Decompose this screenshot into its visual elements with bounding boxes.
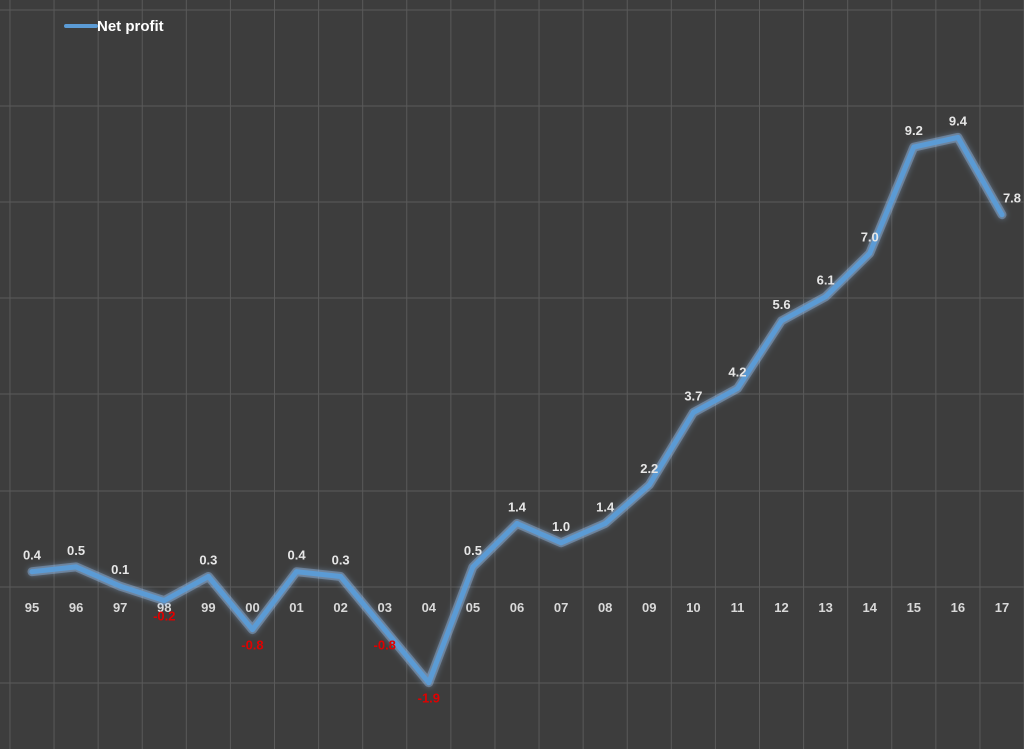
- x-tick-label: 15: [907, 600, 921, 615]
- x-tick-label: 17: [995, 600, 1009, 615]
- data-point: [823, 294, 829, 300]
- data-point: [294, 569, 300, 575]
- data-point: [999, 212, 1005, 218]
- data-label: 0.5: [464, 543, 482, 558]
- x-tick-label: 04: [422, 600, 437, 615]
- data-point: [73, 564, 79, 570]
- data-point: [911, 144, 917, 150]
- data-point: [117, 583, 123, 589]
- x-tick-label: 07: [554, 600, 568, 615]
- data-point: [558, 540, 564, 546]
- data-labels: 0.4 0.5 0.1 -0.2 0.3 -0.8 0.4 0.3 -0.8 -1.9 0.5 1.4…: [23, 113, 1021, 705]
- x-tick-label: 16: [951, 600, 965, 615]
- data-label: 4.2: [728, 364, 746, 379]
- data-point: [602, 520, 608, 526]
- data-point: [867, 250, 873, 256]
- data-point: [514, 520, 520, 526]
- data-label: 5.6: [773, 297, 791, 312]
- x-tick-label: 12: [774, 600, 788, 615]
- x-tick-label: 03: [377, 600, 391, 615]
- data-label: 0.3: [332, 553, 350, 568]
- x-tick-label: 97: [113, 600, 127, 615]
- data-point: [382, 627, 388, 633]
- data-label: 3.7: [684, 388, 702, 403]
- data-point: [29, 569, 35, 575]
- data-label: -0.8: [241, 638, 263, 653]
- data-label: 9.2: [905, 123, 923, 138]
- data-point: [161, 598, 167, 604]
- x-tick-label: 10: [686, 600, 700, 615]
- data-point: [690, 409, 696, 415]
- x-axis-ticks: 95 96 97 98 99 00 01 02 03 04 05 06 07 08 09 10 11 12 13 14…: [25, 600, 1009, 615]
- x-tick-label: 11: [731, 600, 745, 615]
- x-tick-label: 13: [818, 600, 832, 615]
- data-label: -0.2: [153, 609, 175, 624]
- x-tick-label: 08: [598, 600, 612, 615]
- x-tick-label: 00: [245, 600, 259, 615]
- data-label: 7.0: [861, 229, 879, 244]
- x-tick-label: 96: [69, 600, 83, 615]
- data-point: [426, 680, 432, 686]
- x-tick-label: 99: [201, 600, 215, 615]
- x-tick-label: 09: [642, 600, 656, 615]
- data-point: [734, 385, 740, 391]
- data-label: 7.8: [1003, 191, 1021, 206]
- data-point: [646, 482, 652, 488]
- data-label: 2.2: [640, 461, 658, 476]
- data-label: 1.4: [508, 499, 527, 514]
- x-tick-label: 02: [333, 600, 347, 615]
- data-point: [338, 574, 344, 580]
- data-label: 0.5: [67, 543, 85, 558]
- x-tick-label: 14: [862, 600, 877, 615]
- x-tick-label: 06: [510, 600, 524, 615]
- data-label: 0.4: [288, 548, 307, 563]
- data-point: [779, 318, 785, 324]
- data-label: 9.4: [949, 113, 968, 128]
- data-point: [205, 574, 211, 580]
- x-tick-label: 95: [25, 600, 39, 615]
- data-label: -1.9: [418, 691, 440, 706]
- data-label: 0.3: [199, 553, 217, 568]
- data-label: 0.1: [111, 562, 129, 577]
- legend-label-net-profit: Net profit: [97, 18, 164, 35]
- data-point: [470, 564, 476, 570]
- data-point: [955, 134, 961, 140]
- data-point: [249, 627, 255, 633]
- data-label: 1.4: [596, 499, 615, 514]
- data-label: 0.4: [23, 548, 42, 563]
- data-label: -0.8: [374, 638, 396, 653]
- x-tick-label: 01: [289, 600, 303, 615]
- data-label: 1.0: [552, 519, 570, 534]
- series-net-profit: [27, 132, 1007, 688]
- legend: Net profit: [64, 18, 164, 35]
- x-tick-label: 05: [466, 600, 480, 615]
- data-label: 6.1: [817, 273, 835, 288]
